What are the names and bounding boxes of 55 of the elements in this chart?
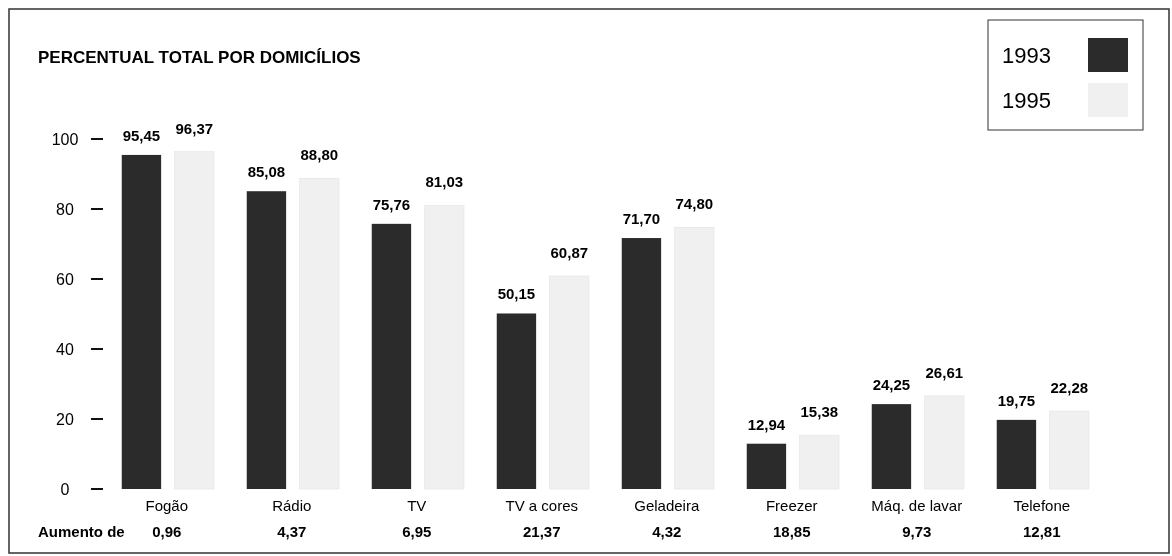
- y-tick-label: 60: [56, 270, 74, 288]
- data-label: 15,38: [800, 403, 839, 421]
- data-label: 88,80: [300, 146, 339, 164]
- text: 4,37: [277, 523, 307, 540]
- data-label: 71,70: [622, 210, 661, 228]
- bar: [674, 226, 715, 490]
- text: 18,85: [772, 523, 811, 540]
- x-tick-label: Geladeira: [634, 497, 700, 514]
- data-label: 85,08: [247, 163, 286, 181]
- x-tick-label: Máq. de lavar: [871, 497, 963, 514]
- bar: [174, 151, 215, 490]
- x-tick-label: Telefone: [1013, 497, 1071, 514]
- data-label: 75,76: [372, 195, 411, 213]
- y-tick-label: 40: [56, 340, 74, 358]
- text: 9,73: [902, 523, 932, 540]
- data-label: 19,75: [997, 391, 1036, 409]
- data-label: 74,80: [675, 195, 714, 213]
- y-tick-label: 0: [60, 480, 70, 498]
- bar: [246, 191, 287, 489]
- bar: [496, 313, 537, 489]
- bar: [424, 205, 465, 490]
- x-tick-label: Freezer: [765, 497, 818, 514]
- bar: [871, 404, 912, 489]
- bar: [299, 177, 340, 490]
- bar: [799, 434, 840, 490]
- text: 6,95: [402, 523, 432, 540]
- x-tick-label: Rádio: [272, 497, 312, 514]
- data-label: 12,94: [747, 415, 786, 433]
- bar: [996, 419, 1037, 489]
- bar: [371, 223, 412, 489]
- text: 12,81: [1022, 523, 1061, 540]
- x-tick-label: TV a cores: [505, 497, 579, 514]
- text: Aumento de: [38, 523, 125, 540]
- data-label: 24,25: [872, 376, 911, 394]
- bar: [621, 238, 662, 489]
- bar: [121, 154, 162, 489]
- x-tick-label: Fogão: [145, 497, 189, 514]
- data-label: 95,45: [122, 126, 161, 144]
- data-label: 81,03: [425, 173, 464, 191]
- text: 4,32: [652, 523, 682, 540]
- text: 21,37: [522, 523, 561, 540]
- y-tick-label: 80: [56, 200, 74, 218]
- data-label: 96,37: [175, 119, 214, 137]
- bar: [746, 443, 787, 489]
- legend-label: 1995: [1002, 87, 1051, 113]
- y-tick-label: 20: [56, 410, 74, 428]
- legend-label: 1993: [1002, 42, 1051, 68]
- chart-title: PERCENTUAL TOTAL POR DOMICÍLIOS: [38, 48, 361, 67]
- data-label: 22,28: [1050, 379, 1089, 397]
- x-tick-label: TV: [407, 497, 427, 514]
- data-label: 26,61: [925, 363, 964, 381]
- text: 0,96: [152, 523, 182, 540]
- data-label: 50,15: [497, 285, 536, 303]
- y-tick-label: 100: [51, 130, 79, 148]
- data-label: 60,87: [550, 243, 589, 261]
